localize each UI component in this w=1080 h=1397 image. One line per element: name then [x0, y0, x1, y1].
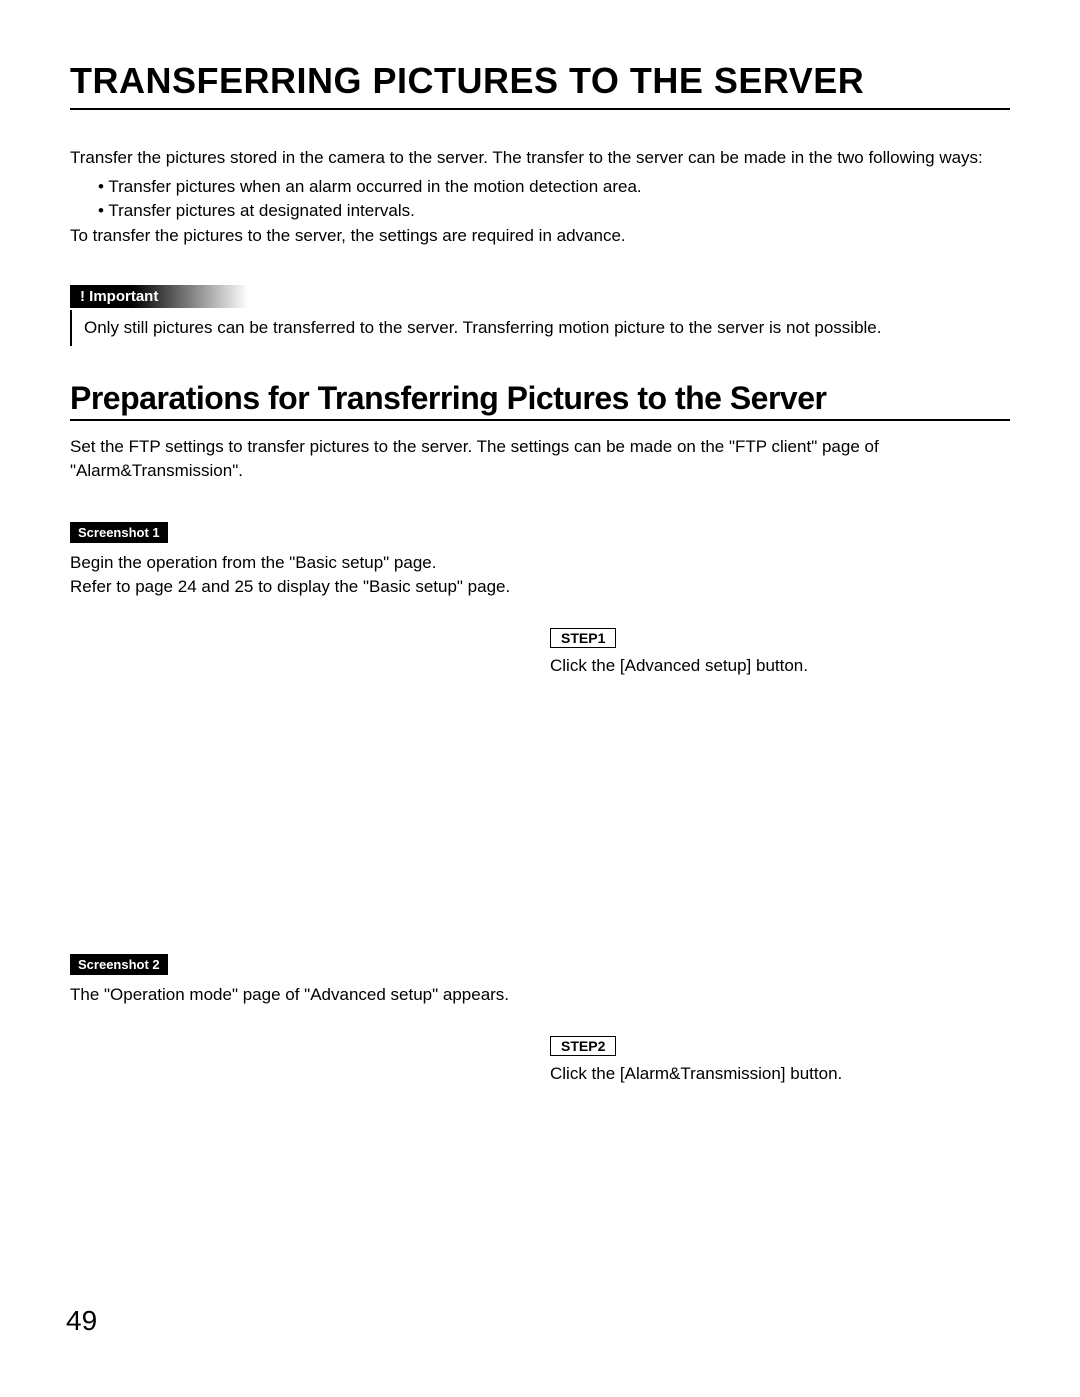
bullet-item-2: • Transfer pictures at designated interv…: [70, 199, 1010, 224]
step-1-badge: STEP1: [550, 628, 616, 648]
page-title: TRANSFERRING PICTURES TO THE SERVER: [70, 60, 1010, 110]
step-1-row: STEP1 Click the [Advanced setup] button.: [70, 628, 1010, 676]
screenshot-1-line-1: Begin the operation from the "Basic setu…: [70, 551, 1010, 576]
page-number: 49: [66, 1305, 97, 1337]
screenshot-2-block: Screenshot 2 The "Operation mode" page o…: [70, 954, 1010, 1008]
intro-paragraph-2: To transfer the pictures to the server, …: [70, 224, 1010, 249]
screenshot-1-block: Screenshot 1 Begin the operation from th…: [70, 522, 1010, 600]
important-callout: ! Important Only still pictures can be t…: [70, 285, 1010, 346]
step-2-row: STEP2 Click the [Alarm&Transmission] but…: [70, 1036, 1010, 1084]
step-2-badge: STEP2: [550, 1036, 616, 1056]
section-heading: Preparations for Transferring Pictures t…: [70, 380, 1010, 421]
screenshot-1-line-2: Refer to page 24 and 25 to display the "…: [70, 575, 1010, 600]
screenshot-2-badge: Screenshot 2: [70, 954, 168, 975]
section-intro: Set the FTP settings to transfer picture…: [70, 435, 1010, 484]
screenshot-2-line-1: The "Operation mode" page of "Advanced s…: [70, 983, 1010, 1008]
intro-paragraph-1: Transfer the pictures stored in the came…: [70, 146, 1010, 171]
bullet-item-1: • Transfer pictures when an alarm occurr…: [70, 175, 1010, 200]
step-2-text: Click the [Alarm&Transmission] button.: [550, 1064, 1010, 1084]
important-badge: ! Important: [70, 285, 248, 308]
step-1-text: Click the [Advanced setup] button.: [550, 656, 1010, 676]
screenshot-1-badge: Screenshot 1: [70, 522, 168, 543]
important-body: Only still pictures can be transferred t…: [70, 310, 1010, 346]
